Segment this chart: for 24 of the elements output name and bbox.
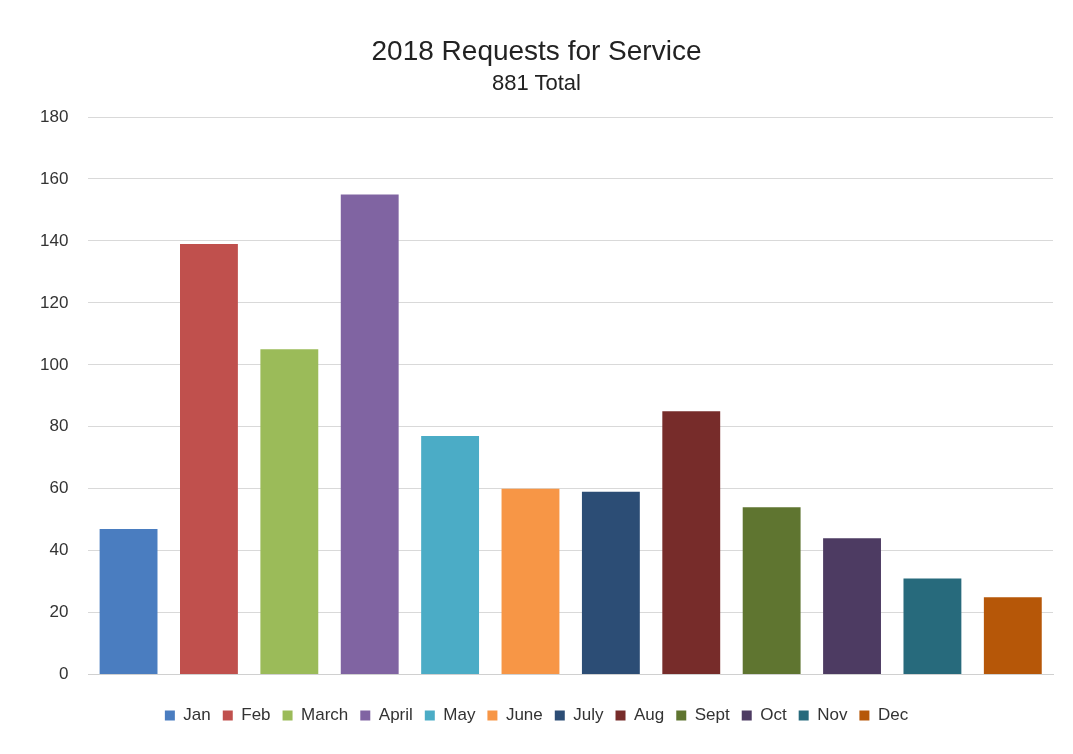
y-tick-label: 40 xyxy=(49,540,69,560)
chart-subtitle: 881 Total xyxy=(492,69,581,95)
legend-label: Aug xyxy=(634,705,665,725)
y-tick-label: 180 xyxy=(39,106,69,126)
legend-label: June xyxy=(505,705,543,725)
y-tick-label: 160 xyxy=(39,168,69,188)
legend-label: Nov xyxy=(817,705,848,725)
chart-title: 2018 Requests for Service xyxy=(371,34,702,66)
legend-label: May xyxy=(443,705,476,725)
y-tick-label: 0 xyxy=(58,664,69,684)
y-tick-label: 80 xyxy=(49,416,69,436)
y-tick-label: 140 xyxy=(39,230,69,250)
y-tick-label: 100 xyxy=(39,354,69,374)
legend-label: Jan xyxy=(183,705,211,725)
legend-label: April xyxy=(378,705,413,725)
y-tick-label: 120 xyxy=(39,292,69,312)
legend-label: Oct xyxy=(760,705,787,725)
legend-label: Feb xyxy=(241,705,271,725)
y-tick-label: 60 xyxy=(49,478,69,498)
legend-label: Dec xyxy=(877,705,909,725)
y-tick-label: 20 xyxy=(49,602,69,622)
legend-label: March xyxy=(301,705,349,725)
legend-label: Sept xyxy=(694,705,731,725)
legend-label: July xyxy=(573,705,605,725)
